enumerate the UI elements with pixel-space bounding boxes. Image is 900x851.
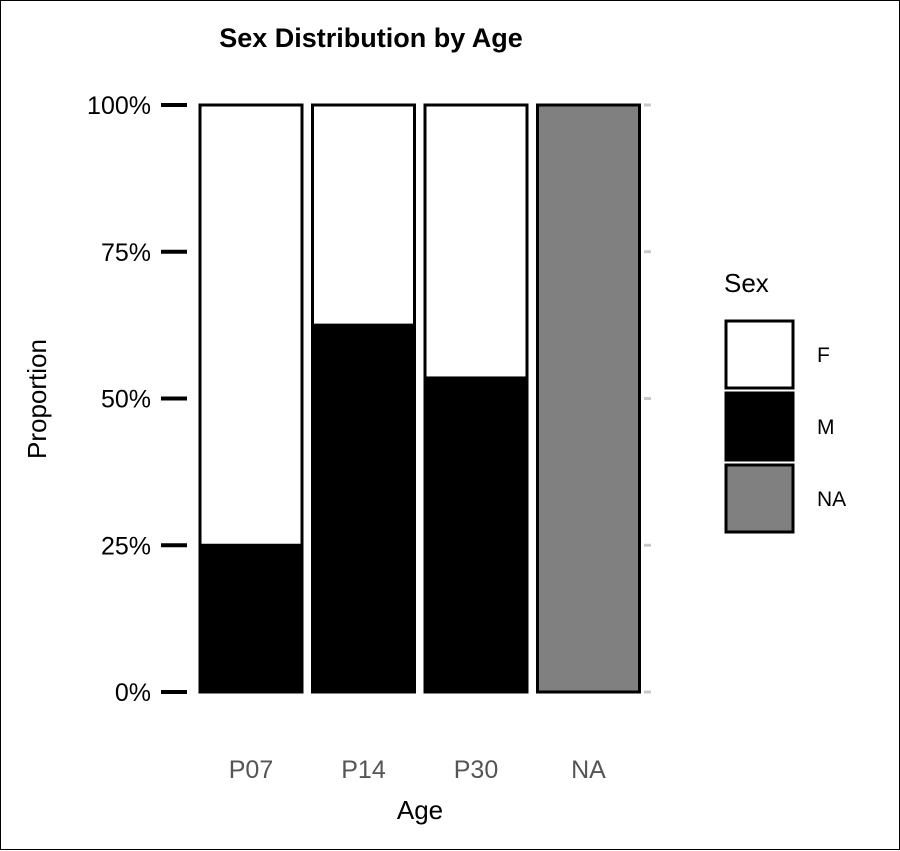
bar-segment-na-na [536,103,641,694]
x-axis-tick-labels: P07 P14 P30 NA [229,756,606,784]
y-tick-label: 100% [87,92,151,120]
bar-segment-p30-f [423,103,529,380]
y-tick-label: 75% [101,239,151,267]
legend-swatch-na [724,463,795,534]
bar-segment-p14-f [311,103,416,327]
chart-title: Sex Distribution by Age [219,23,523,53]
legend: Sex F M NA [724,268,846,534]
y-axis-tick-marks [161,103,651,694]
legend-title: Sex [724,268,769,298]
legend-label: M [817,416,835,439]
x-axis-title: Age [397,795,443,825]
x-tick-label: P07 [229,756,273,784]
y-axis-tick-labels: 0% 25% 50% 75% 100% [87,92,151,707]
bar-segment-p14-m [311,323,416,694]
x-tick-label: NA [571,756,606,784]
bar-segment-p07-m [198,543,304,694]
bar-segment-p07-f [198,103,304,547]
y-tick-label: 25% [101,532,151,560]
x-tick-label: P14 [341,756,386,784]
legend-label: F [817,344,830,367]
bars [198,103,641,694]
x-tick-label: P30 [454,756,498,784]
y-axis-title: Proportion [22,339,52,459]
legend-swatch-f [724,319,795,390]
legend-swatch-m [724,391,795,462]
bar-segment-p30-m [423,376,529,694]
legend-label: NA [817,488,846,511]
legend-items: F M NA [724,319,846,534]
y-tick-label: 0% [115,679,151,707]
y-tick-label: 50% [101,386,151,414]
